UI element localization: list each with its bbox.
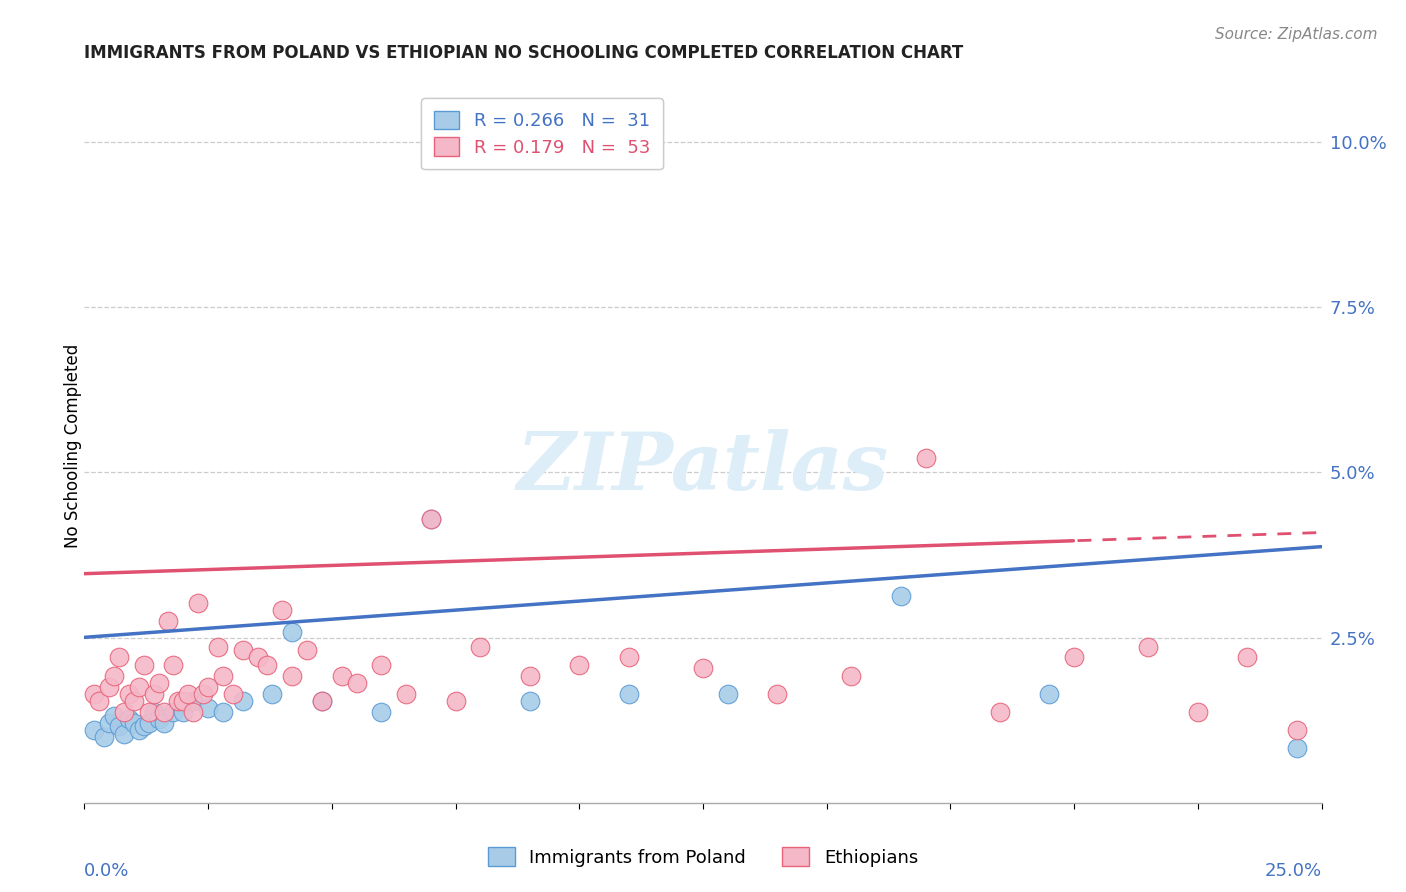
Point — [172, 631, 194, 645]
Point — [271, 445, 294, 459]
Point — [108, 532, 131, 546]
Text: Source: ZipAtlas.com: Source: ZipAtlas.com — [1215, 27, 1378, 42]
Point — [281, 565, 304, 579]
Point — [93, 677, 115, 691]
Point — [122, 650, 145, 665]
Point — [207, 511, 229, 525]
Point — [128, 664, 150, 678]
Point — [212, 565, 235, 579]
Point — [157, 466, 180, 480]
Point — [197, 624, 219, 638]
Point — [122, 611, 145, 625]
Point — [311, 611, 333, 625]
Text: 25.0%: 25.0% — [1264, 863, 1322, 880]
Point — [766, 598, 789, 612]
Point — [841, 565, 863, 579]
Point — [138, 631, 160, 645]
Point — [1285, 697, 1308, 711]
Point — [281, 485, 304, 500]
Point — [519, 611, 541, 625]
Point — [1187, 631, 1209, 645]
Point — [370, 545, 392, 559]
Point — [197, 584, 219, 599]
Point — [444, 611, 467, 625]
Point — [311, 611, 333, 625]
Point — [152, 650, 174, 665]
Point — [148, 578, 170, 592]
Point — [98, 584, 121, 599]
Point — [212, 631, 235, 645]
Legend: R = 0.266   N =  31, R = 0.179   N =  53: R = 0.266 N = 31, R = 0.179 N = 53 — [422, 98, 662, 169]
Text: IMMIGRANTS FROM POLAND VS ETHIOPIAN NO SCHOOLING COMPLETED CORRELATION CHART: IMMIGRANTS FROM POLAND VS ETHIOPIAN NO S… — [84, 45, 963, 62]
Point — [419, 280, 441, 294]
Point — [167, 611, 190, 625]
Text: 0.0%: 0.0% — [84, 863, 129, 880]
Legend: Immigrants from Poland, Ethiopians: Immigrants from Poland, Ethiopians — [481, 840, 925, 874]
Y-axis label: No Schooling Completed: No Schooling Completed — [65, 344, 82, 548]
Point — [246, 532, 269, 546]
Point — [470, 511, 492, 525]
Point — [103, 565, 125, 579]
Point — [914, 168, 936, 182]
Point — [181, 611, 204, 625]
Point — [112, 631, 135, 645]
Point — [132, 545, 155, 559]
Point — [1038, 598, 1060, 612]
Point — [191, 598, 214, 612]
Point — [692, 551, 714, 566]
Point — [132, 657, 155, 671]
Point — [890, 419, 912, 434]
Point — [988, 631, 1011, 645]
Point — [1236, 532, 1258, 546]
Point — [419, 280, 441, 294]
Point — [519, 565, 541, 579]
Point — [103, 637, 125, 651]
Point — [142, 631, 165, 645]
Point — [177, 598, 200, 612]
Text: ZIPatlas: ZIPatlas — [517, 429, 889, 506]
Point — [1137, 511, 1160, 525]
Point — [1063, 532, 1085, 546]
Point — [89, 611, 111, 625]
Point — [232, 518, 254, 533]
Point — [617, 598, 640, 612]
Point — [295, 518, 318, 533]
Point — [346, 578, 368, 592]
Point — [568, 545, 591, 559]
Point — [118, 598, 141, 612]
Point — [256, 545, 278, 559]
Point — [262, 598, 284, 612]
Point — [330, 565, 353, 579]
Point — [142, 598, 165, 612]
Point — [148, 644, 170, 658]
Point — [118, 644, 141, 658]
Point — [617, 532, 640, 546]
Point — [152, 631, 174, 645]
Point — [232, 611, 254, 625]
Point — [172, 611, 194, 625]
Point — [83, 598, 105, 612]
Point — [108, 657, 131, 671]
Point — [83, 664, 105, 678]
Point — [162, 545, 184, 559]
Point — [717, 598, 740, 612]
Point — [128, 584, 150, 599]
Point — [138, 650, 160, 665]
Point — [162, 631, 184, 645]
Point — [98, 650, 121, 665]
Point — [222, 598, 245, 612]
Point — [395, 598, 418, 612]
Point — [112, 670, 135, 684]
Point — [187, 433, 209, 447]
Point — [181, 631, 204, 645]
Point — [370, 631, 392, 645]
Point — [1285, 664, 1308, 678]
